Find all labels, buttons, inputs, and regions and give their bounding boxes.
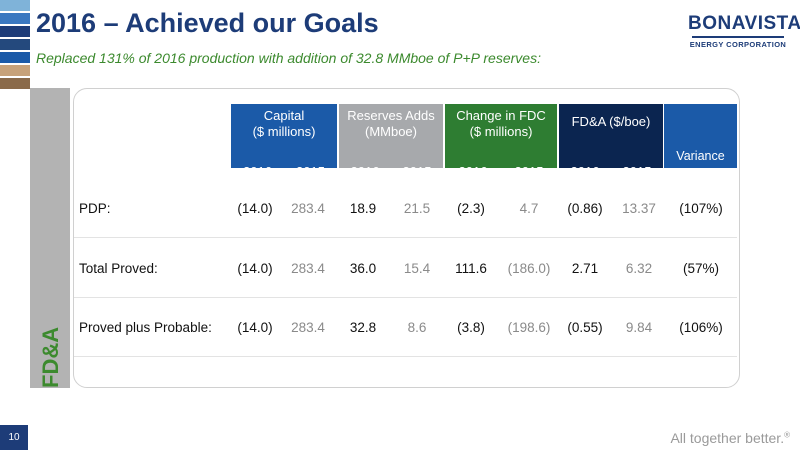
registered-mark: ® — [784, 430, 790, 440]
header-fda-year-2016: 2016 — [570, 164, 600, 179]
side-bar — [30, 88, 70, 388]
row-divider — [74, 356, 737, 357]
header-capital-year-2015: 2015 — [296, 164, 325, 179]
cell: (198.6) — [507, 320, 551, 335]
cell-variance: (57%) — [682, 261, 719, 276]
stripe — [0, 78, 30, 89]
page-number: 10 — [0, 425, 28, 450]
slide-title: 2016 – Achieved our Goals — [36, 8, 379, 38]
cell: 18.9 — [349, 201, 377, 216]
header-fdc-line1: Change in FDC — [456, 108, 546, 123]
header-fdc-year-2016: 2016 — [458, 164, 488, 179]
header-reserves-line1: Reserves Adds — [347, 108, 435, 123]
cell: (2.3) — [457, 201, 485, 216]
cell-variance: (106%) — [679, 320, 723, 335]
stripe — [0, 13, 30, 24]
side-label: FD&A — [38, 326, 63, 388]
logo-subtitle: ENERGY CORPORATION — [689, 40, 787, 49]
cell: 13.37 — [622, 201, 656, 216]
cell: 2.71 — [571, 261, 599, 276]
row-divider — [74, 297, 737, 298]
cell: 21.5 — [403, 201, 431, 216]
header-reserves: Reserves Adds (MMboe) 2016 2015 — [339, 104, 443, 179]
tagline: All together better.® — [670, 430, 790, 446]
stripe — [0, 52, 30, 63]
cell-variance: (107%) — [679, 201, 723, 216]
header-capital-line1: Capital — [263, 108, 305, 123]
cell: 8.6 — [407, 320, 427, 335]
header-reserves-line2: (MMboe) — [364, 124, 417, 139]
header-reserves-year-2016: 2016 — [350, 164, 380, 179]
row-label-proved-plus-probable: Proved plus Probable: — [79, 320, 212, 335]
header-capital-year-2016: 2016 — [243, 164, 272, 179]
cell: 36.0 — [349, 261, 377, 276]
cell: 111.6 — [455, 261, 487, 276]
logo-divider — [692, 36, 784, 38]
row-divider — [74, 237, 737, 238]
cell: 283.4 — [291, 320, 325, 335]
header-fdc-year-2015: 2015 — [514, 164, 544, 179]
header-fda: FD&A ($/boe) 2016 2015 — [559, 104, 663, 179]
stripe — [0, 0, 30, 11]
header-fda-line1: FD&A ($/boe) — [571, 114, 651, 129]
tagline-text: All together better. — [670, 430, 785, 446]
brand-stripes — [0, 0, 30, 91]
cell: 6.32 — [625, 261, 653, 276]
header-capital-line2: ($ millions) — [252, 124, 316, 139]
header-fdc: Change in FDC ($ millions) 2016 2015 — [445, 104, 557, 179]
cell: (186.0) — [507, 261, 551, 276]
header-fdc-line2: ($ millions) — [469, 124, 533, 139]
cell: 283.4 — [291, 261, 325, 276]
company-logo: BONAVISTA ENERGY CORPORATION — [688, 13, 800, 50]
row-label-pdp: PDP: — [79, 201, 111, 216]
cell: (14.0) — [237, 261, 273, 276]
cell: (0.86) — [567, 201, 603, 216]
cell: (3.8) — [457, 320, 485, 335]
slide-subtitle: Replaced 131% of 2016 production with ad… — [36, 50, 541, 66]
side-label-box: FD&A — [30, 327, 70, 428]
stripe — [0, 26, 30, 37]
cell: 4.7 — [519, 201, 539, 216]
cell: (0.55) — [567, 320, 603, 335]
cell: (14.0) — [237, 201, 273, 216]
header-variance-label: Variance — [676, 149, 725, 163]
header-variance: Variance — [664, 104, 737, 168]
cell: 15.4 — [403, 261, 431, 276]
cell: 283.4 — [291, 201, 325, 216]
stripe — [0, 65, 30, 76]
cell: 32.8 — [349, 320, 377, 335]
logo-name: BONAVISTA — [688, 13, 800, 34]
header-reserves-year-2015: 2015 — [402, 164, 432, 179]
header-capital: Capital ($ millions) 2016 2015 — [231, 104, 337, 179]
stripe — [0, 39, 30, 50]
cell: (14.0) — [237, 320, 273, 335]
cell: 9.84 — [625, 320, 653, 335]
row-label-total-proved: Total Proved: — [79, 261, 158, 276]
header-fda-year-2015: 2015 — [622, 164, 652, 179]
